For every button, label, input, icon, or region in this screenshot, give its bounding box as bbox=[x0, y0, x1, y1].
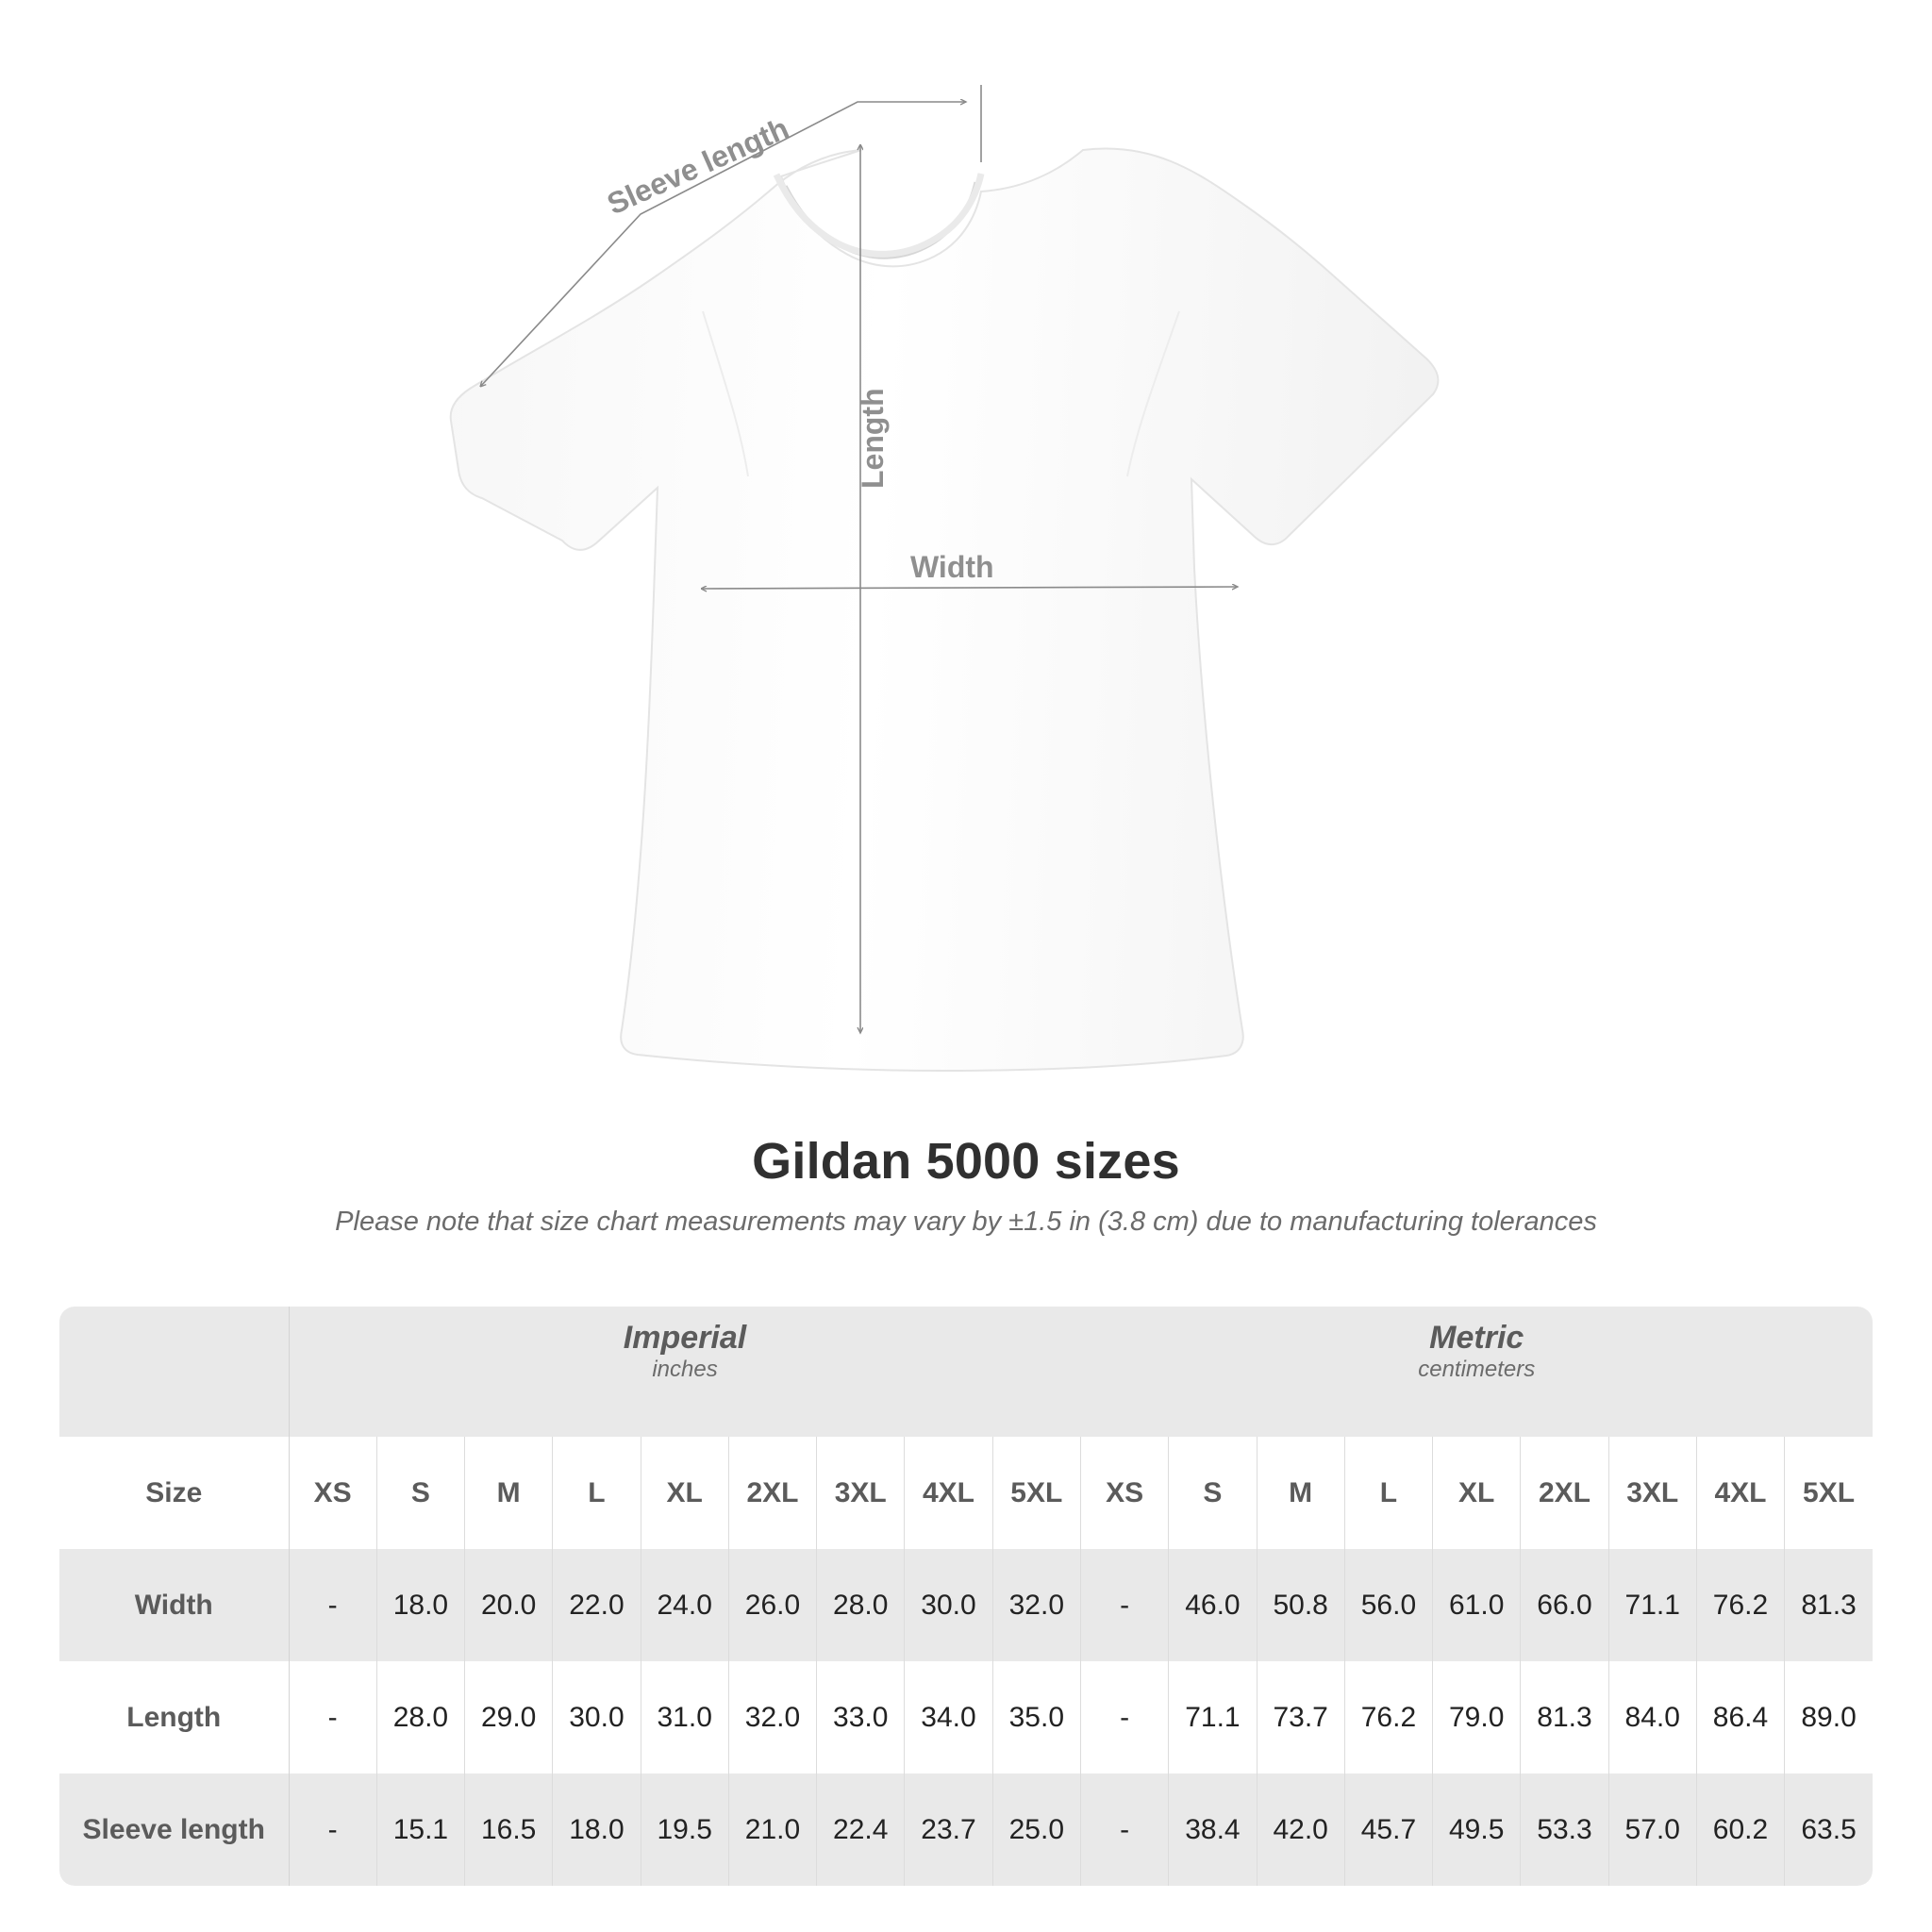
svg-text:Length: Length bbox=[856, 388, 890, 489]
svg-text:Width: Width bbox=[910, 550, 994, 584]
